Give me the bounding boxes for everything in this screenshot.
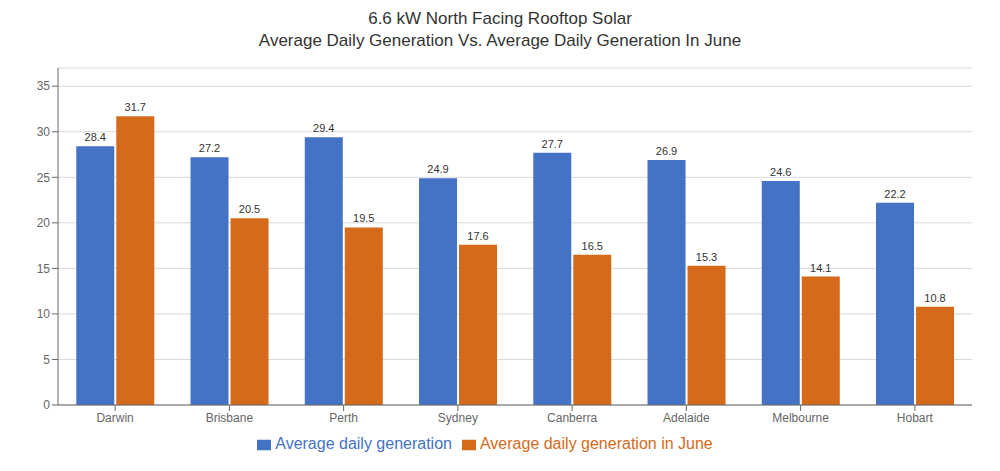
svg-text:0: 0 bbox=[43, 398, 50, 412]
svg-text:Adelaide: Adelaide bbox=[663, 411, 710, 425]
html-text:6.6 kW North Facing Rooftop So: 6.6 kW North Facing Rooftop Solar bbox=[368, 9, 632, 28]
svg-text:16.5: 16.5 bbox=[582, 240, 603, 252]
svg-text:27.2: 27.2 bbox=[199, 142, 220, 154]
svg-text:22.2: 22.2 bbox=[884, 188, 905, 200]
svg-text:17.6: 17.6 bbox=[467, 230, 488, 242]
svg-text:27.7: 27.7 bbox=[542, 138, 563, 150]
svg-text:31.7: 31.7 bbox=[125, 101, 146, 113]
html-text:Average daily generation in Ju: Average daily generation in June bbox=[480, 435, 713, 452]
svg-text:10: 10 bbox=[37, 307, 51, 321]
svg-text:24.9: 24.9 bbox=[427, 163, 448, 175]
svg-text:Canberra: Canberra bbox=[547, 411, 597, 425]
svg-text:30: 30 bbox=[37, 125, 51, 139]
svg-text:26.9: 26.9 bbox=[656, 145, 677, 157]
svg-text:Hobart: Hobart bbox=[897, 411, 934, 425]
svg-text:14.1: 14.1 bbox=[810, 262, 831, 274]
html-text:Average Daily Generation Vs. A: Average Daily Generation Vs. Average Dai… bbox=[258, 31, 742, 50]
svg-text:35: 35 bbox=[37, 79, 51, 93]
svg-text:20: 20 bbox=[37, 216, 51, 230]
svg-text:Sydney: Sydney bbox=[438, 411, 478, 425]
html-text:Average daily generation: Average daily generation bbox=[275, 435, 452, 452]
svg-text:10.8: 10.8 bbox=[924, 292, 945, 304]
svg-text:15: 15 bbox=[37, 262, 51, 276]
svg-text:19.5: 19.5 bbox=[353, 212, 374, 224]
svg-text:24.6: 24.6 bbox=[770, 166, 791, 178]
svg-text:28.4: 28.4 bbox=[85, 131, 106, 143]
svg-text:Melbourne: Melbourne bbox=[772, 411, 829, 425]
svg-text:29.4: 29.4 bbox=[313, 122, 334, 134]
svg-text:Darwin: Darwin bbox=[96, 411, 133, 425]
svg-text:20.5: 20.5 bbox=[239, 203, 260, 215]
svg-text:Brisbane: Brisbane bbox=[206, 411, 254, 425]
svg-text:Perth: Perth bbox=[329, 411, 358, 425]
svg-text:5: 5 bbox=[43, 353, 50, 367]
svg-text:25: 25 bbox=[37, 171, 51, 185]
svg-text:15.3: 15.3 bbox=[696, 251, 717, 263]
